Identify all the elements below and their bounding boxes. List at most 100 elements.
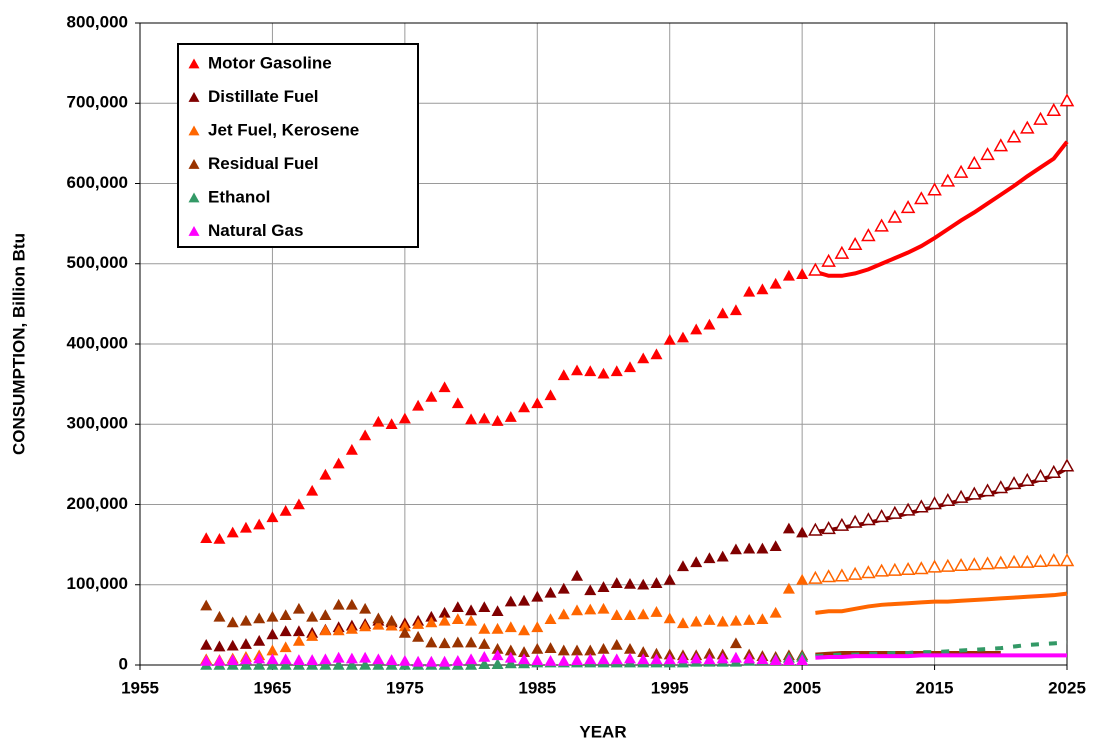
data-point	[703, 552, 716, 564]
projection-point	[1019, 554, 1035, 568]
data-point	[531, 590, 544, 602]
projection-point	[927, 182, 942, 196]
data-point	[451, 613, 464, 625]
y-tick-label: 400,000	[67, 333, 128, 352]
data-point	[650, 348, 663, 360]
projection-point	[940, 492, 956, 507]
legend: Motor Gasoline Distillate Fuel Jet Fuel, K…	[177, 43, 419, 248]
data-point	[531, 642, 544, 654]
data-point	[518, 653, 531, 665]
y-tick-label: 600,000	[67, 173, 128, 192]
data-point	[425, 636, 438, 648]
data-point	[716, 615, 729, 627]
data-point	[279, 609, 292, 621]
data-point	[491, 622, 504, 634]
y-axis-title: CONSUMPTION, Billion Btu	[9, 233, 28, 455]
data-point	[279, 625, 292, 637]
data-point	[465, 659, 478, 670]
data-point	[239, 659, 252, 670]
data-point	[438, 381, 451, 393]
legend-marker	[188, 226, 200, 236]
projection-point	[1006, 476, 1022, 490]
data-point	[703, 653, 716, 665]
data-point	[743, 652, 756, 664]
data-point	[571, 604, 584, 616]
data-point	[610, 653, 623, 665]
data-point	[518, 594, 531, 606]
data-point	[412, 630, 425, 642]
data-point	[531, 397, 544, 409]
data-point	[756, 283, 769, 295]
projection-point	[861, 228, 876, 242]
projection-line	[814, 140, 1069, 278]
y-tick-label: 800,000	[67, 12, 128, 31]
data-point	[398, 620, 411, 632]
projection-point	[887, 209, 903, 223]
data-point	[385, 418, 398, 430]
projection-point	[900, 200, 916, 214]
data-point	[226, 639, 239, 651]
data-point	[213, 533, 226, 544]
legend-label: Motor Gasoline	[208, 53, 332, 72]
data-point	[319, 609, 332, 621]
data-point	[359, 659, 372, 670]
data-point	[266, 644, 279, 656]
data-point	[544, 654, 557, 666]
data-point	[557, 644, 570, 656]
data-point	[610, 577, 623, 588]
data-point	[544, 642, 557, 653]
data-point	[716, 652, 729, 664]
y-tick-label: 0	[119, 654, 128, 673]
data-point	[451, 397, 464, 409]
projection-point	[940, 558, 956, 572]
projection-point	[861, 565, 876, 579]
projection-point	[953, 164, 969, 178]
data-point	[213, 610, 226, 622]
data-point	[637, 352, 650, 364]
data-point	[769, 540, 782, 552]
data-point	[571, 654, 584, 665]
legend-marker	[188, 58, 200, 69]
data-point	[332, 624, 345, 636]
data-point	[332, 598, 345, 610]
data-point	[743, 614, 756, 625]
data-point	[359, 651, 372, 663]
data-point	[345, 659, 358, 670]
data-point	[253, 652, 266, 664]
projection-point	[914, 191, 929, 205]
data-point	[796, 526, 809, 538]
data-point	[478, 622, 491, 634]
data-point	[372, 612, 385, 624]
projection-point	[1059, 458, 1075, 472]
data-point	[412, 618, 425, 629]
data-point	[703, 647, 716, 659]
data-point	[518, 646, 531, 657]
x-tick-label: 1955	[121, 678, 159, 697]
data-point	[756, 653, 769, 665]
data-point	[279, 504, 292, 516]
data-point	[332, 651, 345, 663]
data-point	[292, 634, 305, 646]
projection-point	[834, 245, 850, 259]
data-point	[319, 468, 332, 480]
data-point	[504, 411, 517, 422]
projection-point	[808, 570, 823, 584]
legend-marker	[188, 125, 200, 136]
projection-point	[808, 522, 823, 536]
data-point	[385, 614, 398, 626]
data-point	[518, 401, 531, 413]
data-point	[226, 616, 239, 628]
data-point	[703, 614, 716, 625]
data-point	[345, 622, 358, 634]
data-point	[544, 586, 557, 598]
projection-point	[847, 514, 863, 528]
data-point	[478, 650, 491, 662]
data-point	[623, 361, 636, 373]
data-point	[425, 390, 438, 402]
projection-point	[967, 155, 982, 169]
y-tick-label: 200,000	[67, 494, 128, 513]
data-point	[200, 532, 213, 544]
data-point	[425, 616, 438, 628]
data-point	[451, 654, 464, 666]
